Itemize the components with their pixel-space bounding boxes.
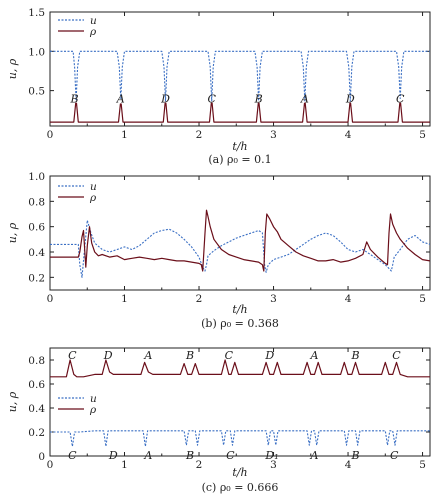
- x-tick-label: 0: [47, 129, 54, 141]
- legend-label: u: [90, 15, 97, 27]
- y-axis-label: u, ρ: [6, 222, 19, 243]
- y-tick-label: 1.5: [28, 7, 45, 19]
- point-annotation: C: [68, 349, 77, 362]
- panel-c: 0 1 2 3 4 5 0 0.2 0.4 0.6 0.8 t/h u, ρ (c) ρ₀ = 0.666…: [6, 347, 431, 494]
- point-annotation: D: [108, 449, 118, 462]
- x-tick-label: 2: [196, 293, 203, 305]
- x-tick-label: 0: [47, 293, 54, 305]
- plot-frame: [49, 175, 431, 291]
- point-annotation: D: [103, 349, 113, 362]
- point-annotation: D₁: [264, 449, 278, 462]
- legend-label: ρ: [89, 404, 97, 416]
- x-tick-label: 4: [345, 129, 352, 141]
- series-rho-line: [50, 209, 430, 272]
- y-tick-label: 1.0: [28, 46, 45, 58]
- x-tick-label: 5: [419, 129, 426, 141]
- series-rho-line: [50, 359, 430, 378]
- plot-frame: [49, 11, 431, 127]
- point-annotation: A: [310, 349, 319, 362]
- x-tick-label: 4: [345, 459, 352, 471]
- x-tick-label: 4: [345, 293, 352, 305]
- x-tick-label: 2: [196, 129, 203, 141]
- point-annotation: C: [225, 349, 234, 362]
- x-tick-label: 5: [419, 293, 426, 305]
- x-tick-label: 5: [419, 459, 426, 471]
- y-tick-label: 0.4: [28, 247, 45, 259]
- legend-label: u: [90, 181, 97, 193]
- point-annotation: C: [207, 92, 216, 105]
- point-annotation: B: [70, 92, 79, 105]
- series-rho-line: [50, 102, 430, 123]
- panel-caption: (b) ρ₀ = 0.368: [201, 317, 279, 330]
- y-tick-label: 0.2: [28, 427, 45, 439]
- y-axis-label: u, ρ: [6, 58, 19, 79]
- point-annotation: D: [264, 349, 274, 362]
- y-tick-label: 0.6: [28, 379, 45, 391]
- x-axis-label: t/h: [232, 140, 247, 153]
- y-tick-label: 0.6: [28, 222, 45, 234]
- x-axis-label: t/h: [232, 466, 247, 479]
- y-tick-label: 0.4: [28, 403, 45, 415]
- point-annotation: D: [345, 92, 355, 105]
- x-tick-label: 1: [121, 129, 128, 141]
- point-annotation: B: [185, 449, 194, 462]
- plot-frame: [49, 347, 431, 457]
- y-tick-label: 0.2: [28, 272, 45, 284]
- x-axis-label: t/h: [232, 303, 247, 316]
- series-u-line: [50, 219, 430, 278]
- y-axis-label: u, ρ: [6, 391, 19, 412]
- point-annotation: C: [392, 349, 401, 362]
- point-annotation: A: [143, 349, 152, 362]
- point-annotation: B: [254, 92, 263, 105]
- y-tick-label: 0.8: [28, 355, 45, 367]
- series-u-line: [50, 50, 430, 102]
- x-tick-label: 3: [270, 293, 277, 305]
- legend-label: ρ: [89, 26, 97, 38]
- point-annotation: A: [116, 92, 125, 105]
- legend-label: ρ: [89, 192, 97, 204]
- point-annotation: A: [300, 92, 309, 105]
- panel-b: 0 1 2 3 4 5 0.2 0.4 0.6 0.8 1.0 t/h u, ρ (b) ρ₀ = 0.3…: [6, 171, 431, 330]
- x-tick-label: 0: [47, 459, 54, 471]
- series-u-line: [50, 430, 430, 447]
- panel-caption: (c) ρ₀ = 0.666: [202, 481, 279, 494]
- legend-label: u: [90, 393, 97, 405]
- x-tick-label: 2: [196, 459, 203, 471]
- point-annotation: A: [143, 449, 152, 462]
- point-annotation: D: [160, 92, 170, 105]
- point-annotation: A: [310, 449, 319, 462]
- point-annotation: B: [185, 349, 194, 362]
- point-annotation: C: [68, 449, 77, 462]
- y-tick-label: 0.8: [28, 196, 45, 208]
- y-tick-label: 0: [38, 451, 45, 463]
- panel-a: 0 1 2 3 4 5 0.5 1.0 1.5 t/h u, ρ (a) ρ₀ = 0.1 uρ B A D C…: [6, 7, 431, 166]
- panel-caption: (a) ρ₀ = 0.1: [208, 153, 271, 166]
- x-tick-label: 3: [270, 129, 277, 141]
- y-tick-label: 0.5: [28, 86, 45, 98]
- point-annotation: B: [350, 349, 359, 362]
- y-tick-label: 1.0: [28, 171, 45, 183]
- point-annotation: B: [350, 449, 359, 462]
- x-tick-label: 1: [121, 293, 128, 305]
- x-tick-label: 1: [121, 459, 128, 471]
- point-annotation: C: [396, 92, 405, 105]
- point-annotation: C: [226, 449, 235, 462]
- x-tick-label: 3: [270, 459, 277, 471]
- point-annotation: C: [390, 449, 399, 462]
